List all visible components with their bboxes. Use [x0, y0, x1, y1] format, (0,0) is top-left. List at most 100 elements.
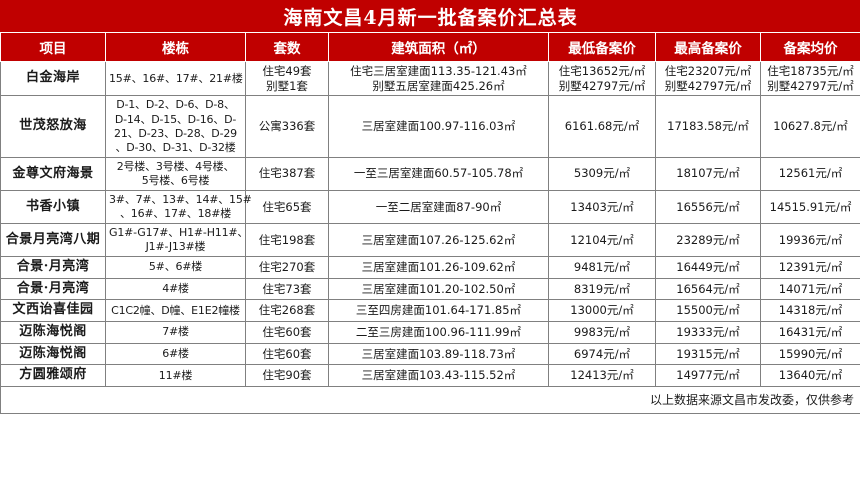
table-row: 迈陈海悦阁 6#楼 住宅60套 三居室建面103.89-118.73㎡ 6974元/㎡ 1…: [0, 342, 860, 366]
building-numbers-cell: 11#楼: [105, 364, 246, 387]
unit-count-cell: 公寓336套: [245, 95, 329, 158]
average-price-cell: 12391元/㎡: [759, 256, 860, 279]
lowest-price-line: 12413元/㎡: [570, 368, 634, 383]
highest-price-cell: 住宅23207元/㎡ 别墅42797元/㎡: [655, 60, 761, 97]
floor-area-line: 一至二居室建面87-90㎡: [375, 199, 502, 214]
unit-count-cell: 住宅49套 别墅1套: [245, 60, 329, 97]
floor-area-line: 别墅五居室建面425.26㎡: [372, 78, 505, 93]
unit-count-line: 别墅1套: [266, 78, 308, 93]
building-numbers-line: 15#、16#、17#、21#楼: [109, 71, 243, 85]
floor-area-cell: 住宅三居室建面113.35-121.43㎡ 别墅五居室建面425.26㎡: [328, 60, 549, 97]
table-row: 合景·月亮湾 4#楼 住宅73套 三居室建面101.20-102.50㎡ 8319元/㎡…: [0, 277, 860, 301]
column-header-6: 备案均价: [759, 32, 860, 62]
unit-count-cell: 住宅90套: [245, 364, 329, 387]
unit-count-cell: 住宅268套: [245, 299, 329, 323]
lowest-price-cell: 12413元/㎡: [548, 364, 656, 387]
footnote: 以上数据来源文昌市发改委，仅供参考: [0, 385, 860, 414]
table-row: 白金海岸 15#、16#、17#、21#楼 住宅49套 别墅1套 住宅三居室建面113.…: [0, 60, 860, 97]
floor-area-line: 一至三居室建面60.57-105.78㎡: [353, 166, 524, 181]
building-numbers-line: 21、D-23、D-28、D-29: [114, 126, 237, 140]
highest-price-line: 18107元/㎡: [676, 166, 740, 181]
building-numbers-cell: D-1、D-2、D-6、D-8、 D-14、D-15、D-16、D- 21、D-23…: [105, 95, 246, 158]
floor-area-line: 三居室建面103.43-115.52㎡: [361, 368, 516, 383]
building-numbers-line: C1C2幢、D幢、E1E2幢楼: [111, 303, 240, 317]
footnote-row: 以上数据来源文昌市发改委，仅供参考: [0, 385, 860, 414]
lowest-price-cell: 5309元/㎡: [548, 156, 656, 191]
building-numbers-cell: 6#楼: [105, 342, 246, 366]
building-numbers-line: J1#-J13#楼: [145, 240, 206, 254]
lowest-price-cell: 8319元/㎡: [548, 277, 656, 301]
table-row: 书香小镇 3#、7#、13#、14#、15# 、16#、17#、18#楼 住宅65套一…: [0, 189, 860, 225]
floor-area-line: 二至三房建面100.96-111.99㎡: [355, 325, 522, 340]
building-numbers-cell: 5#、6#楼: [105, 256, 246, 279]
building-numbers-cell: 7#楼: [105, 321, 246, 344]
project-name-cell: 文西诒喜佳园: [0, 299, 106, 323]
table-body: 海南文昌4月新一批备案价汇总表 项目 楼栋 套数 建筑面积（㎡） 最低备案价 最高备案价备…: [0, 0, 860, 387]
floor-area-cell: 三居室建面100.97-116.03㎡: [328, 95, 549, 158]
building-numbers-line: 6#楼: [162, 346, 189, 360]
unit-count-line: 住宅198套: [258, 232, 316, 247]
project-name-cell: 迈陈海悦阁: [0, 342, 106, 366]
highest-price-line: 16564元/㎡: [676, 281, 740, 296]
lowest-price-cell: 6974元/㎡: [548, 342, 656, 366]
lowest-price-cell: 13403元/㎡: [548, 189, 656, 225]
average-price-cell: 15990元/㎡: [759, 342, 860, 366]
unit-count-cell: 住宅198套: [245, 223, 329, 258]
floor-area-cell: 三居室建面103.43-115.52㎡: [328, 364, 549, 387]
project-name-cell: 合景月亮湾八期: [0, 223, 106, 258]
highest-price-cell: 19333元/㎡: [655, 321, 761, 344]
average-price-line: 14318元/㎡: [778, 303, 843, 318]
highest-price-line: 19315元/㎡: [676, 346, 740, 361]
building-numbers-line: 2号楼、3号楼、4号楼、: [116, 159, 235, 173]
highest-price-line: 别墅42797元/㎡: [664, 78, 752, 93]
floor-area-line: 三居室建面101.20-102.50㎡: [361, 281, 516, 296]
average-price-line: 10627.8元/㎡: [773, 119, 848, 134]
lowest-price-line: 别墅42797元/㎡: [558, 78, 646, 93]
average-price-line: 14515.91元/㎡: [769, 199, 852, 214]
average-price-cell: 19936元/㎡: [759, 223, 860, 258]
table-row: 方圆雅颂府 11#楼 住宅90套 三居室建面103.43-115.52㎡ 12413元/…: [0, 364, 860, 387]
building-numbers-line: 5号楼、6号楼: [141, 173, 210, 187]
table-header-row: 项目 楼栋 套数 建筑面积（㎡） 最低备案价 最高备案价 备案均价: [0, 32, 860, 62]
unit-count-cell: 住宅270套: [245, 256, 329, 279]
average-price-line: 13640元/㎡: [778, 368, 843, 383]
highest-price-line: 16449元/㎡: [676, 260, 740, 275]
building-numbers-line: 、D-30、D-31、D-32楼: [115, 140, 236, 154]
highest-price-line: 14977元/㎡: [676, 368, 740, 383]
lowest-price-line: 12104元/㎡: [570, 232, 634, 247]
building-numbers-line: 11#楼: [158, 368, 193, 382]
highest-price-line: 住宅23207元/㎡: [664, 64, 752, 78]
floor-area-line: 三至四房建面101.64-171.85㎡: [355, 303, 522, 318]
lowest-price-line: 住宅13652元/㎡: [558, 64, 646, 78]
highest-price-line: 15500元/㎡: [676, 303, 740, 318]
highest-price-cell: 19315元/㎡: [655, 342, 761, 366]
table-row: 文西诒喜佳园 C1C2幢、D幢、E1E2幢楼 住宅268套 三至四房建面101.64-…: [0, 299, 860, 323]
unit-count-line: 住宅60套: [262, 346, 312, 361]
unit-count-line: 住宅60套: [262, 325, 312, 340]
highest-price-cell: 16564元/㎡: [655, 277, 761, 301]
floor-area-cell: 三居室建面107.26-125.62㎡: [328, 223, 549, 258]
floor-area-line: 三居室建面107.26-125.62㎡: [361, 232, 516, 247]
highest-price-line: 16556元/㎡: [676, 199, 740, 214]
building-numbers-line: 、16#、17#、18#楼: [119, 206, 232, 220]
project-name-cell: 合景·月亮湾: [0, 256, 106, 279]
lowest-price-line: 9481元/㎡: [573, 260, 631, 275]
table-row: 金尊文府海景 2号楼、3号楼、4号楼、 5号楼、6号楼 住宅387套 一至三居室建面60…: [0, 156, 860, 191]
project-name-cell: 迈陈海悦阁: [0, 321, 106, 344]
floor-area-cell: 一至三居室建面60.57-105.78㎡: [328, 156, 549, 191]
floor-area-cell: 一至二居室建面87-90㎡: [328, 189, 549, 225]
table-row: 迈陈海悦阁 7#楼 住宅60套 二至三房建面100.96-111.99㎡ 9983元/㎡…: [0, 321, 860, 344]
lowest-price-cell: 12104元/㎡: [548, 223, 656, 258]
lowest-price-cell: 13000元/㎡: [548, 299, 656, 323]
highest-price-cell: 14977元/㎡: [655, 364, 761, 387]
highest-price-cell: 18107元/㎡: [655, 156, 761, 191]
table-title-row: 海南文昌4月新一批备案价汇总表: [0, 0, 860, 33]
floor-area-cell: 三至四房建面101.64-171.85㎡: [328, 299, 549, 323]
unit-count-cell: 住宅73套: [245, 277, 329, 301]
unit-count-line: 公寓336套: [258, 119, 316, 134]
highest-price-cell: 17183.58元/㎡: [655, 95, 761, 158]
average-price-line: 15990元/㎡: [778, 346, 843, 361]
project-name-cell: 世茂怒放海: [0, 95, 106, 158]
page-title: 海南文昌4月新一批备案价汇总表: [0, 0, 860, 33]
building-numbers-line: 4#楼: [162, 282, 189, 296]
